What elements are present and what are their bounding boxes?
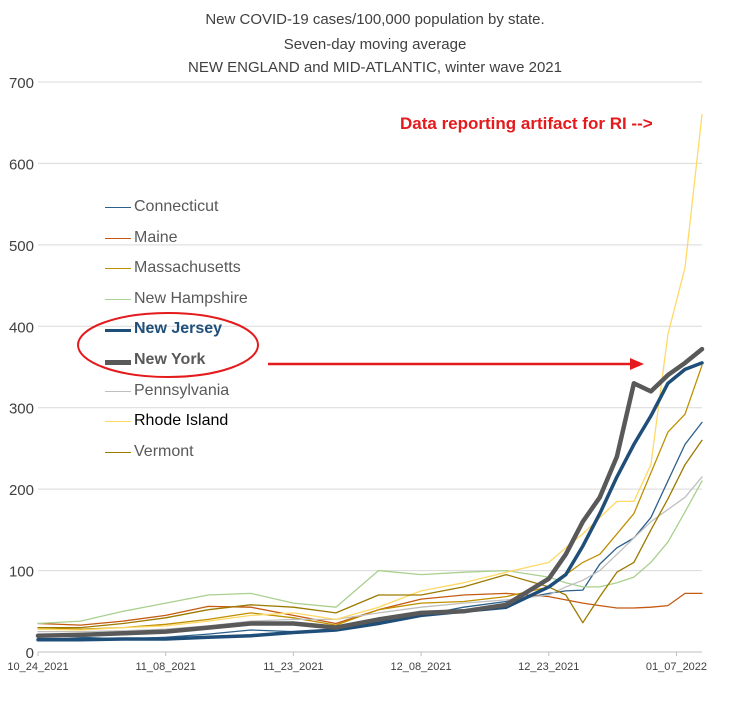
x-tick-label: 11_08_2021 xyxy=(136,661,196,673)
y-tick-label: 600 xyxy=(9,156,34,173)
legend-label: Connecticut xyxy=(134,198,219,215)
x-tick-label: 12_08_2021 xyxy=(390,661,451,673)
series-line-vermont xyxy=(37,439,703,629)
legend-label: Pennsylvania xyxy=(134,381,230,399)
series-line-new-hampshire xyxy=(37,480,703,625)
series-line-rhode-island xyxy=(37,113,703,631)
x-tick-label: 01_07_2022 xyxy=(646,661,707,673)
legend-label: Massachusetts xyxy=(134,259,241,277)
x-tick-label: 11_23_2021 xyxy=(263,661,323,673)
legend-swatch xyxy=(105,451,131,453)
y-tick-label: 300 xyxy=(9,401,34,418)
legend-label: New Jersey xyxy=(134,320,223,338)
annotation-arrow-head xyxy=(630,358,644,370)
series-line-maine xyxy=(37,592,703,626)
y-tick-label: 200 xyxy=(9,482,34,499)
y-tick-label: 100 xyxy=(9,564,34,581)
legend-swatch xyxy=(105,421,131,423)
legend-label: Rhode Island xyxy=(134,412,229,430)
y-tick-label: 0 xyxy=(26,645,34,662)
y-tick-label: 400 xyxy=(9,319,34,336)
legend-swatch xyxy=(105,329,131,333)
series-line-new-york xyxy=(35,346,705,638)
legend-swatch xyxy=(105,237,131,239)
highlight-ellipse xyxy=(77,312,259,378)
y-tick-label: 500 xyxy=(9,238,34,255)
legend-swatch xyxy=(105,207,131,208)
legend-label: Vermont xyxy=(134,442,194,460)
series-line-connecticut xyxy=(37,421,703,640)
legend-label: New York xyxy=(134,350,206,368)
y-tick-label: 700 xyxy=(9,75,34,92)
legend-swatch xyxy=(105,359,131,365)
legend-swatch xyxy=(105,268,131,270)
chart-subtitle-region: NEW ENGLAND and MID-ATLANTIC, winter wav… xyxy=(188,59,562,76)
legend-label: Maine xyxy=(134,228,178,246)
ri-artifact-annotation: Data reporting artifact for RI --> xyxy=(400,114,653,133)
x-tick-label: 10_24_2021 xyxy=(7,661,68,673)
legend-swatch xyxy=(105,298,131,300)
chart-title: New COVID-19 cases/100,000 population by… xyxy=(205,11,545,28)
x-tick-label: 12_23_2021 xyxy=(518,661,579,673)
legend-label: New Hampshire xyxy=(134,289,248,307)
legend-swatch xyxy=(105,390,131,392)
chart-subtitle: Seven-day moving average xyxy=(283,36,467,53)
series-line-massachusetts xyxy=(37,364,703,630)
